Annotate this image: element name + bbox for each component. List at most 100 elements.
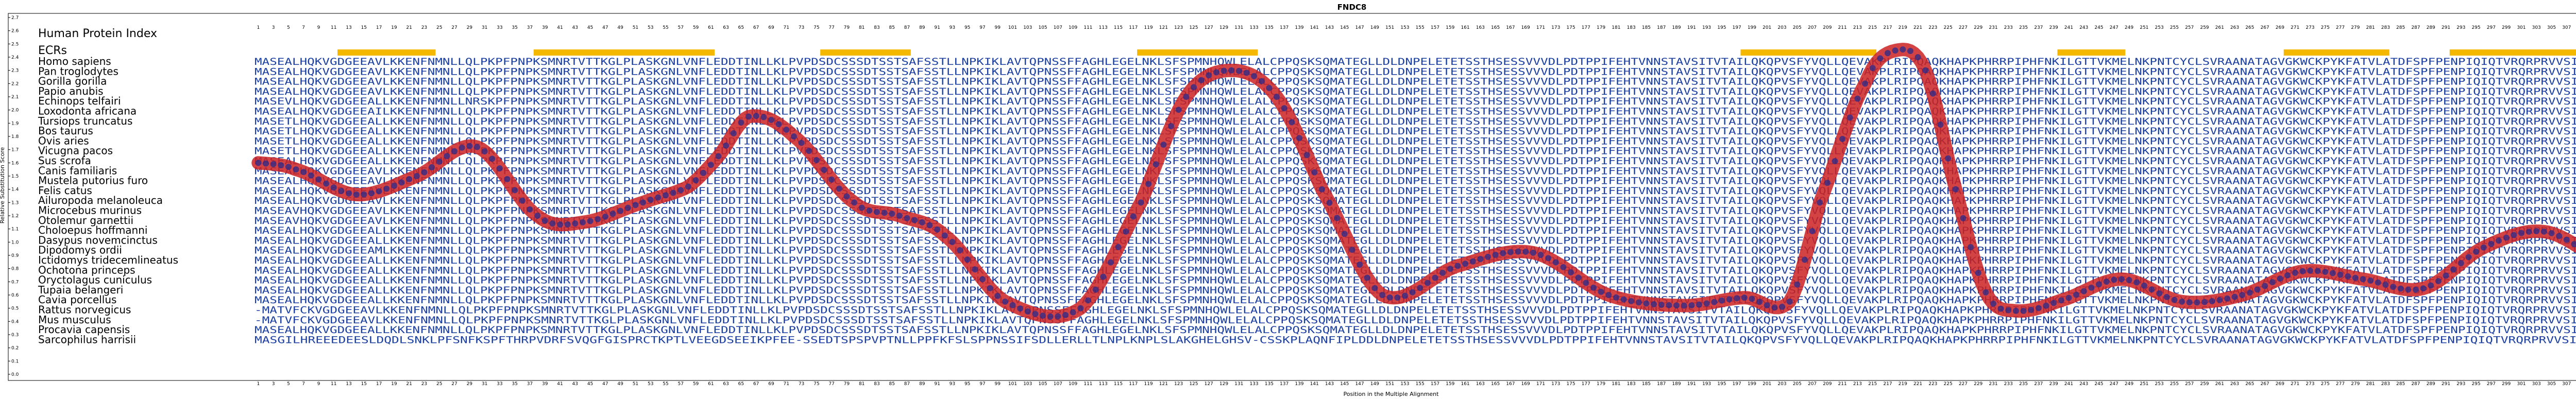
curve-point: [2277, 275, 2283, 282]
x-tick-label-bottom: 23: [421, 381, 427, 387]
x-tick-label-bottom: 57: [678, 381, 684, 387]
curve-point: [2073, 291, 2080, 298]
species-name: Otolemur garnettii: [38, 214, 133, 227]
curve-point: [2126, 276, 2132, 283]
x-tick-label-bottom: 113: [1099, 381, 1108, 387]
curve-point: [1424, 280, 1431, 286]
x-tick-label-bottom: 161: [1461, 381, 1469, 387]
x-tick-label-bottom: 71: [784, 381, 789, 387]
x-axis-ticks-top: 1 3 5 7 9 11 13 15 17 19 21 23 25 27 29 31 33 35 37 39 41 43 4…: [257, 25, 2571, 30]
curve-point: [368, 190, 375, 197]
curve-point: [2050, 300, 2057, 306]
curve-point: [512, 187, 518, 194]
x-tick-label-bottom: 119: [1144, 381, 1153, 387]
curve-point: [2141, 282, 2147, 289]
x-tick-label-bottom: 231: [1989, 381, 1997, 387]
curve-point: [2269, 279, 2276, 286]
x-tick-label-bottom: 195: [1717, 381, 1726, 387]
curve-point: [1628, 298, 1635, 304]
x-tick-label-top: 119: [1144, 25, 1153, 30]
curve-point: [1801, 256, 1808, 263]
x-tick-label-bottom: 75: [814, 381, 819, 387]
x-tick-label-bottom: 147: [1355, 381, 1364, 387]
curve-point: [1635, 299, 1642, 306]
x-tick-label-top: 223: [1928, 25, 1937, 30]
curve-point: [2345, 273, 2351, 280]
x-tick-label-top: 81: [859, 25, 865, 30]
curve-point: [2337, 271, 2344, 278]
x-tick-label-top: 137: [1280, 25, 1289, 30]
curve-point: [1002, 298, 1008, 305]
sequence-row: MASEALHQKVGDGEEAILKKENFNMNLLQLPKPFPNPKSM…: [255, 106, 2576, 117]
curve-point: [2262, 283, 2268, 289]
curve-point: [466, 143, 473, 149]
x-tick-label-top: 267: [2260, 25, 2269, 30]
curve-point: [2571, 241, 2576, 248]
x-tick-label-bottom: 247: [2110, 381, 2119, 387]
curve-point: [1032, 310, 1039, 317]
species-name: Sarcophilus harrisii: [38, 333, 136, 345]
species-name: Tursiops truncatus: [38, 115, 132, 127]
ecr-bar: [2449, 49, 2576, 56]
sequence-row: MASEALHQKVGDGEEAMLKKENFNMNLLQLPKPFPNPKSM…: [255, 245, 2576, 256]
species-name: Loxodonta africana: [38, 105, 137, 117]
curve-point: [2307, 267, 2313, 274]
curve-point: [1764, 302, 1770, 309]
curve-point: [1982, 289, 1989, 296]
x-tick-label-bottom: 205: [1793, 381, 1802, 387]
x-tick-label-top: 191: [1687, 25, 1696, 30]
y-tick-label: 1.1: [11, 227, 19, 232]
curve-point: [1507, 249, 1514, 255]
curve-point: [1281, 105, 1287, 112]
curve-point: [2224, 295, 2230, 302]
curve-point: [1206, 72, 1212, 79]
x-tick-label-bottom: 169: [1521, 381, 1530, 387]
x-tick-label-top: 189: [1672, 25, 1681, 30]
curve-point: [1130, 213, 1137, 220]
x-tick-label-top: 101: [1008, 25, 1017, 30]
curve-point: [1839, 135, 1846, 142]
x-tick-label-top: 297: [2487, 25, 2496, 30]
x-tick-label-top: 143: [1325, 25, 1334, 30]
x-tick-label-top: 117: [1129, 25, 1138, 30]
curve-point: [730, 130, 737, 136]
x-tick-label-bottom: 83: [874, 381, 879, 387]
curve-point: [941, 232, 948, 239]
sequence-row: MASEALHQKVGDGEEALLKKENFNMNLLQLPKPFPNPKSM…: [255, 225, 2576, 236]
curve-point: [2095, 281, 2102, 288]
x-tick-label-bottom: 117: [1129, 381, 1138, 387]
x-tick-label-bottom: 307: [2562, 381, 2571, 387]
curve-point: [1153, 161, 1159, 168]
x-tick-label-top: 129: [1219, 25, 1228, 30]
species-name: Bos taurus: [38, 125, 93, 137]
x-tick-label-top: 235: [2019, 25, 2028, 30]
curve-point: [1454, 263, 1461, 269]
curve-point: [1590, 284, 1597, 291]
curve-point: [2133, 279, 2140, 286]
x-tick-label-top: 19: [391, 25, 397, 30]
curve-point: [1100, 273, 1107, 280]
curve-point: [957, 247, 963, 253]
curve-point: [972, 266, 978, 273]
y-tick-label: 2.3: [11, 68, 19, 74]
curve-point: [1786, 298, 1793, 305]
curve-point: [1658, 301, 1665, 308]
x-tick-label-top: 167: [1506, 25, 1515, 30]
x-tick-label-bottom: 27: [451, 381, 457, 387]
sequence-row: MASEALHQKVGDGEEALLKKENFNMNLLQLPKPFPNPKSM…: [255, 324, 2576, 336]
curve-point: [1522, 248, 1529, 255]
curve-point: [2465, 254, 2472, 261]
x-tick-label-top: 35: [512, 25, 517, 30]
substitution-curve: [251, 43, 2576, 323]
curve-point: [398, 179, 405, 186]
curve-point: [2375, 279, 2381, 286]
x-tick-label-bottom: 17: [376, 381, 382, 387]
x-tick-label-bottom: 249: [2125, 381, 2133, 387]
x-tick-label-top: 133: [1249, 25, 1258, 30]
curve-point: [413, 173, 420, 179]
sequence-row: MASEALHQKVGDGEEALLKKENFNMNLLQLPKPFPNPKSM…: [255, 155, 2576, 167]
curve-point: [843, 193, 850, 200]
x-tick-label-top: 91: [934, 25, 940, 30]
x-tick-label-bottom: 149: [1370, 381, 1379, 387]
curve-point: [1273, 94, 1280, 100]
